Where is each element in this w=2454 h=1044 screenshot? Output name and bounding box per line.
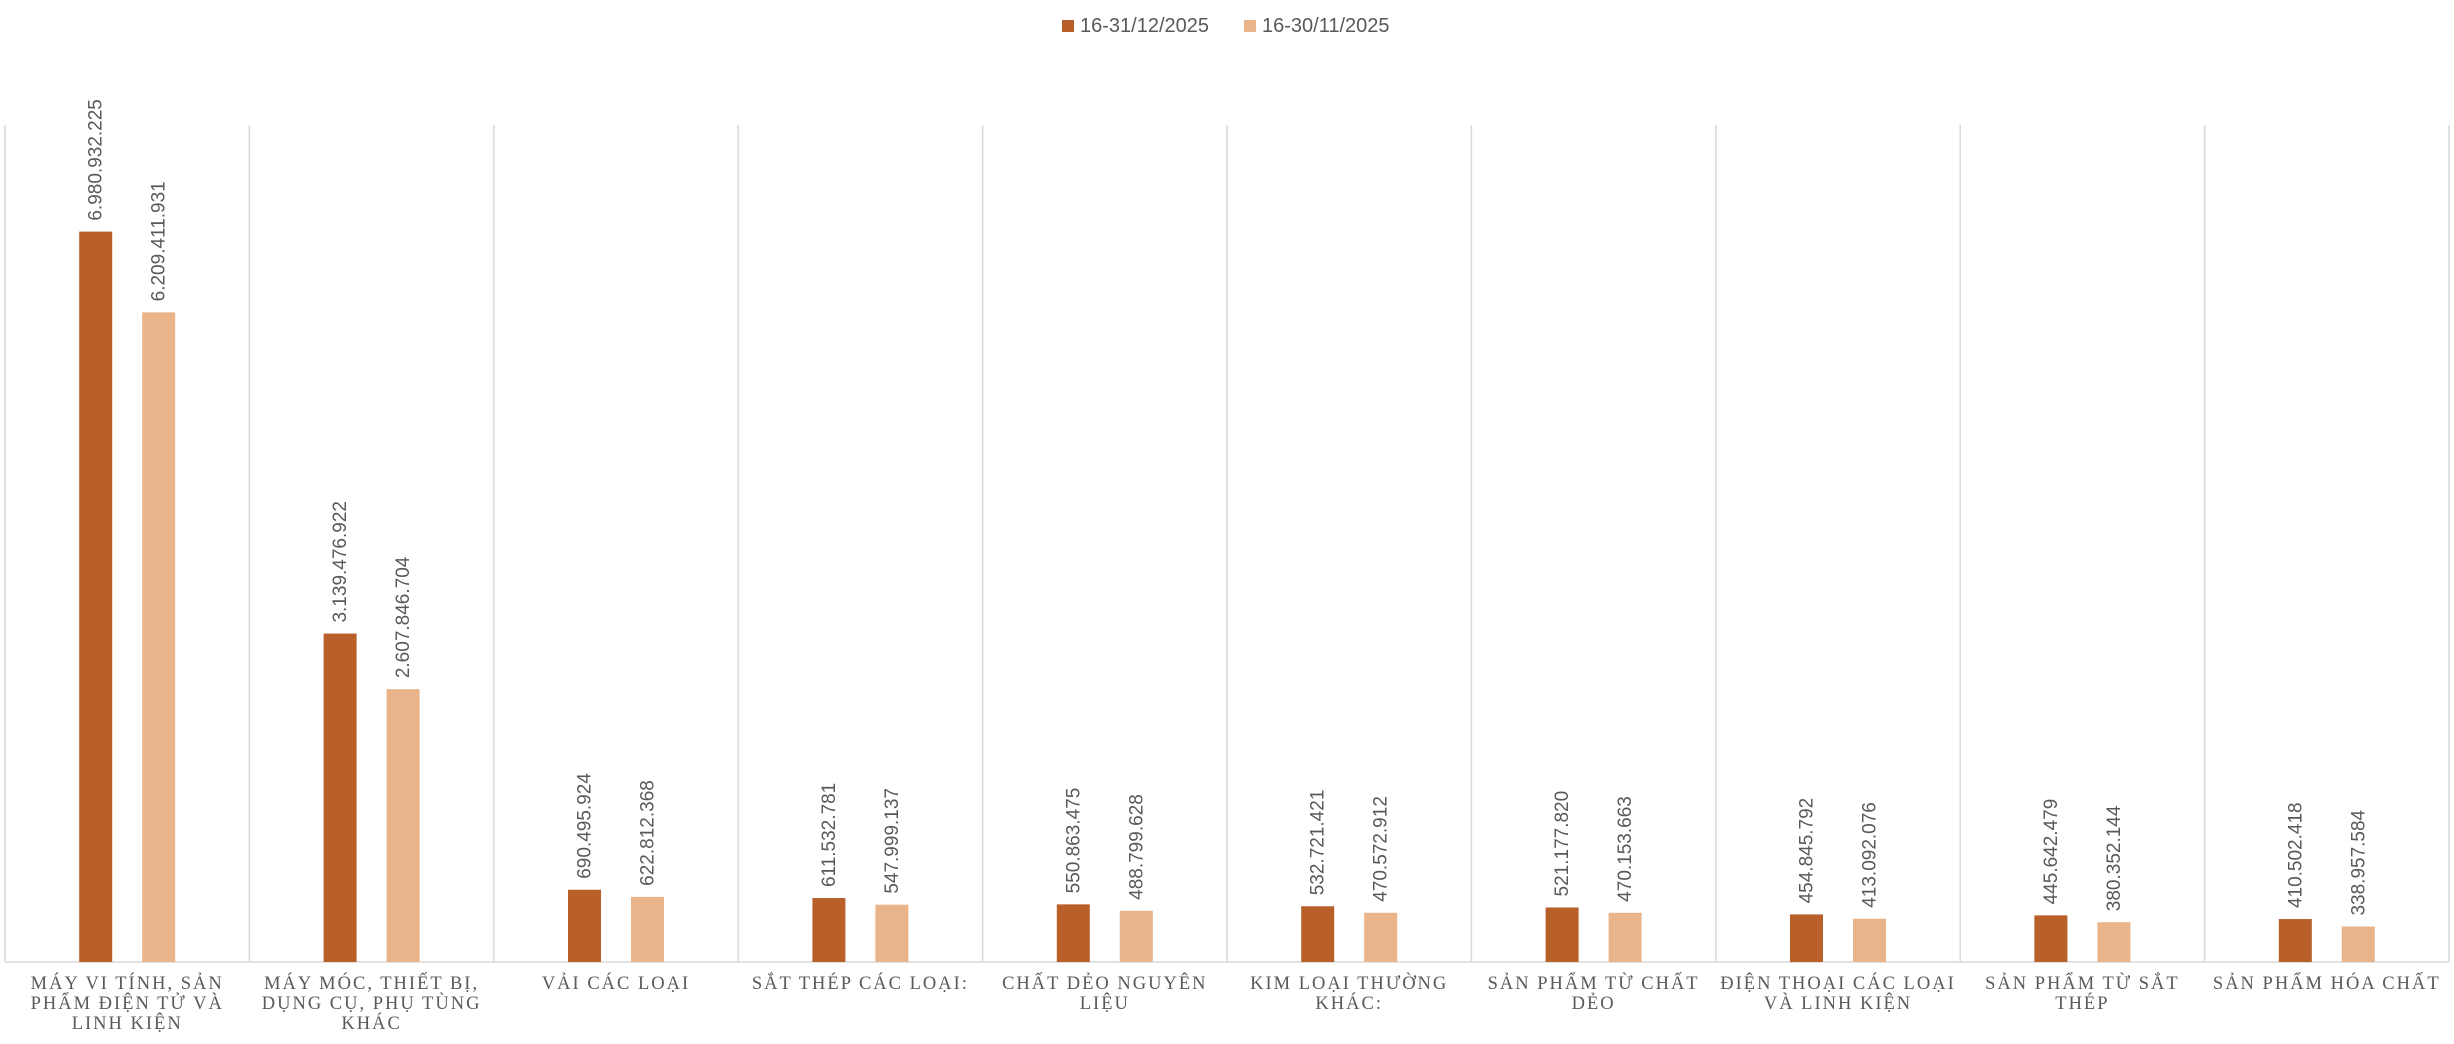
value-label-nov-8: 413.092.076 xyxy=(1860,802,1881,908)
value-label-dec-5: 550.863.475 xyxy=(1063,788,1084,894)
bar-nov-4 xyxy=(875,904,909,962)
bar-dec-2 xyxy=(323,633,357,962)
bar-dec-4 xyxy=(812,898,846,962)
legend-swatch-1 xyxy=(1062,20,1074,32)
value-label-dec-1: 6.980.932.225 xyxy=(86,99,107,221)
value-label-dec-2: 3.139.476.922 xyxy=(330,501,351,623)
category-label-9: THÉP xyxy=(2055,992,2109,1014)
bar-nov-7 xyxy=(1608,912,1642,962)
category-label-6: KIM LOẠI THƯỜNG xyxy=(1250,972,1448,994)
category-label-8: VÀ LINH KIỆN xyxy=(1764,992,1912,1014)
category-label-2: MÁY MÓC, THIẾT BỊ, xyxy=(264,972,479,994)
value-label-dec-4: 611.532.781 xyxy=(819,783,840,887)
legend: 16-31/12/2025 16-30/11/2025 xyxy=(1062,15,1390,37)
category-label-9: SẢN PHẨM TỪ SẮT xyxy=(1985,972,2180,994)
category-label-4: SẮT THÉP CÁC LOẠI: xyxy=(752,972,969,994)
bar-dec-10 xyxy=(2278,919,2312,962)
bar-nov-3 xyxy=(631,896,664,962)
category-label-8: ĐIỆN THOẠI CÁC LOẠI xyxy=(1720,972,1955,994)
value-label-nov-6: 470.572.912 xyxy=(1371,796,1392,902)
bar-nov-8 xyxy=(1853,918,1886,962)
value-label-nov-7: 470.153.663 xyxy=(1615,796,1636,902)
bar-dec-5 xyxy=(1056,904,1090,962)
value-label-dec-9: 445.642.479 xyxy=(2041,799,2062,905)
category-label-2: KHÁC xyxy=(341,1012,401,1034)
value-label-nov-2: 2.607.846.704 xyxy=(393,556,414,678)
value-label-nov-4: 547.999.137 xyxy=(882,788,903,894)
bar-dec-1 xyxy=(79,231,113,962)
bar-dec-3 xyxy=(568,889,601,962)
bar-nov-1 xyxy=(142,312,176,962)
category-label-3: VẢI CÁC LOẠI xyxy=(542,972,690,994)
value-label-dec-8: 454.845.792 xyxy=(1797,798,1818,904)
bar-nov-9 xyxy=(2097,922,2131,962)
legend-label-1: 16-31/12/2025 xyxy=(1080,15,1209,37)
value-label-dec-6: 532.721.421 xyxy=(1308,790,1329,896)
value-label-nov-1: 6.209.411.931 xyxy=(149,181,170,301)
bar-nov-6 xyxy=(1364,912,1398,962)
category-label-10: SẢN PHẨM HÓA CHẤT xyxy=(2213,972,2441,994)
category-label-7: SẢN PHẨM TỪ CHẤT xyxy=(1488,972,1700,994)
bar-dec-8 xyxy=(1790,914,1823,962)
value-label-nov-3: 622.812.368 xyxy=(638,780,659,886)
category-separators xyxy=(4,125,2450,963)
value-label-dec-10: 410.502.418 xyxy=(2285,802,2306,908)
value-label-dec-7: 521.177.820 xyxy=(1552,791,1573,897)
category-label-2: DỤNG CỤ, PHỤ TÙNG xyxy=(262,992,482,1014)
category-label-1: PHẨM ĐIỆN TỬ VÀ xyxy=(31,992,224,1014)
bar-dec-7 xyxy=(1545,907,1579,962)
category-label-1: MÁY VI TÍNH, SẢN xyxy=(31,972,224,994)
category-label-5: CHẤT DẺO NGUYÊN xyxy=(1002,972,1207,994)
legend-label-2: 16-30/11/2025 xyxy=(1262,15,1390,37)
category-label-6: KHÁC: xyxy=(1315,992,1383,1014)
value-label-nov-10: 338.957.584 xyxy=(2348,809,2369,915)
bar-nov-2 xyxy=(386,689,420,962)
value-label-dec-3: 690.495.924 xyxy=(575,773,596,879)
value-labels: 6.980.932.225 6.209.411.931 3.139.476.922 2… xyxy=(86,99,2370,915)
category-label-5: LIỆU xyxy=(1080,992,1130,1014)
bar-dec-6 xyxy=(1301,906,1335,962)
category-label-1: LINH KIỆN xyxy=(72,1012,183,1034)
bars xyxy=(79,231,2375,962)
bar-dec-9 xyxy=(2034,915,2068,962)
bar-nov-10 xyxy=(2341,926,2375,962)
category-label-7: DẺO xyxy=(1572,993,1616,1014)
value-label-nov-5: 488.799.628 xyxy=(1126,794,1147,900)
value-label-nov-9: 380.352.144 xyxy=(2104,805,2125,911)
bar-nov-5 xyxy=(1119,910,1153,962)
legend-swatch-2 xyxy=(1244,20,1256,32)
